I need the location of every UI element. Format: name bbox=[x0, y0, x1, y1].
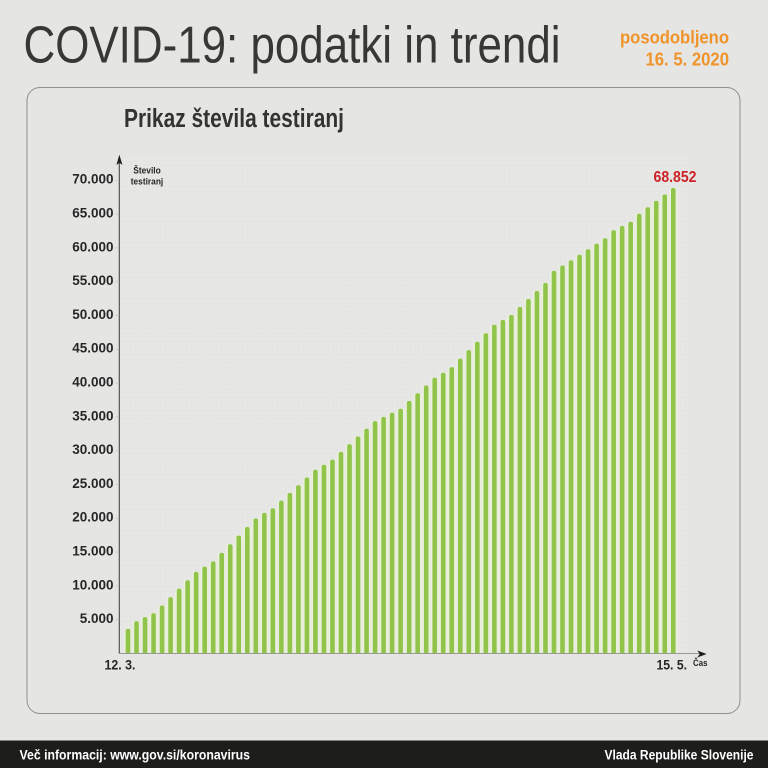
svg-text:12. 3.: 12. 3. bbox=[105, 657, 136, 672]
svg-text:Število: Število bbox=[133, 165, 161, 177]
svg-text:68.852: 68.852 bbox=[654, 169, 697, 186]
svg-text:Prikaz števila testiranj: Prikaz števila testiranj bbox=[124, 105, 344, 133]
svg-text:20.000: 20.000 bbox=[72, 510, 113, 525]
svg-text:45.000: 45.000 bbox=[72, 341, 113, 356]
svg-text:65.000: 65.000 bbox=[72, 206, 113, 221]
svg-text:posodobljeno: posodobljeno bbox=[620, 28, 729, 48]
svg-text:Vlada Republike Slovenije: Vlada Republike Slovenije bbox=[605, 748, 754, 763]
svg-text:70.000: 70.000 bbox=[72, 172, 113, 187]
svg-text:15. 5.: 15. 5. bbox=[657, 657, 688, 672]
svg-text:30.000: 30.000 bbox=[72, 442, 113, 457]
svg-text:testiranj: testiranj bbox=[131, 177, 164, 188]
svg-text:25.000: 25.000 bbox=[72, 476, 113, 491]
svg-text:Več informacij: www.gov.si/kor: Več informacij: www.gov.si/koronavirus bbox=[20, 748, 251, 763]
svg-text:35.000: 35.000 bbox=[72, 408, 113, 423]
svg-text:15.000: 15.000 bbox=[72, 544, 113, 559]
svg-text:55.000: 55.000 bbox=[72, 273, 113, 288]
svg-text:COVID-19: podatki in trendi: COVID-19: podatki in trendi bbox=[24, 17, 561, 75]
svg-text:10.000: 10.000 bbox=[72, 577, 113, 592]
svg-text:50.000: 50.000 bbox=[72, 307, 113, 322]
svg-text:Čas: Čas bbox=[693, 657, 708, 669]
svg-text:16. 5. 2020: 16. 5. 2020 bbox=[646, 50, 730, 70]
svg-text:60.000: 60.000 bbox=[72, 239, 113, 254]
svg-text:5.000: 5.000 bbox=[80, 611, 114, 626]
svg-text:40.000: 40.000 bbox=[72, 375, 113, 390]
